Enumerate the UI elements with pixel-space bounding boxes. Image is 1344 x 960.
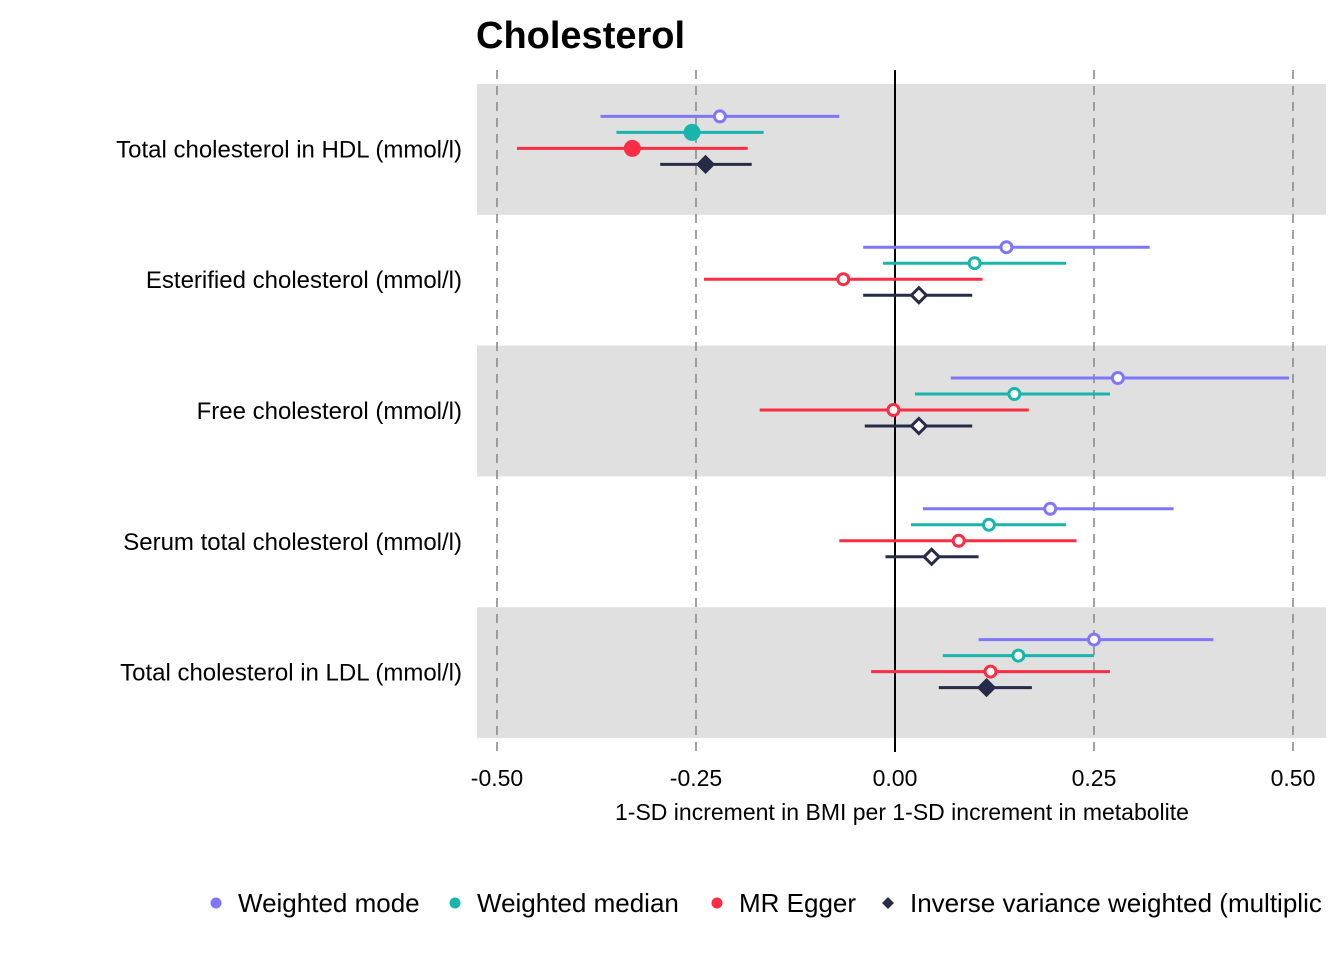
point-estimate-diamond <box>695 154 716 175</box>
point-estimate-circle <box>886 403 901 417</box>
point-estimate-circle <box>1007 387 1022 401</box>
category-label: Free cholesterol (mmol/l) <box>197 398 462 425</box>
point-estimate-circle <box>712 109 727 124</box>
point-estimate-circle <box>1011 648 1026 663</box>
x-tick-label: 0.00 <box>873 765 918 791</box>
legend-label: Weighted mode <box>238 888 420 918</box>
category-label: Esterified cholesterol (mmol/l) <box>146 267 462 294</box>
x-tick-label: 0.25 <box>1072 765 1117 791</box>
x-tick-label: 0.50 <box>1271 765 1316 791</box>
point-estimate-circle <box>981 517 996 532</box>
point-estimate-circle <box>951 533 966 548</box>
plot-marks <box>516 109 1290 698</box>
legend-label: Inverse variance weighted (multiplic <box>910 888 1322 918</box>
point-estimate-circle <box>836 272 851 287</box>
point-estimate-circle <box>683 123 701 141</box>
point-estimate-diamond <box>976 677 997 698</box>
legend: Weighted mode Weighted median MR Egger Inve… <box>210 888 1322 918</box>
legend-key-diamond <box>882 897 894 909</box>
x-axis-label: 1-SD increment in BMI per 1-SD increment… <box>615 799 1189 825</box>
legend-key-circle <box>711 897 723 909</box>
legend-key-circle <box>449 897 461 909</box>
point-estimate-diamond <box>909 285 929 305</box>
point-estimate-circle <box>1043 501 1058 516</box>
category-label: Serum total cholesterol (mmol/l) <box>123 529 462 556</box>
legend-label: Weighted median <box>477 888 679 918</box>
point-estimate-circle <box>1110 371 1125 385</box>
y-axis-labels: Total cholesterol in HDL (mmol/l) Esterif… <box>116 136 462 686</box>
point-estimate-diamond <box>921 547 942 567</box>
point-estimate-diamond <box>909 416 929 436</box>
x-tick-label: -0.25 <box>670 765 722 791</box>
category-label: Total cholesterol in HDL (mmol/l) <box>116 136 462 163</box>
point-estimate-circle <box>1087 632 1101 647</box>
x-tick-label: -0.50 <box>471 765 523 791</box>
legend-key-circle <box>210 897 222 909</box>
point-estimate-circle <box>983 664 998 679</box>
legend-label: MR Egger <box>739 888 856 918</box>
point-estimate-circle <box>999 240 1014 255</box>
x-axis-ticks: -0.50 -0.25 0.00 0.25 0.50 <box>471 765 1316 791</box>
category-label: Total cholesterol in LDL (mmol/l) <box>120 660 462 687</box>
point-estimate-circle <box>623 139 641 157</box>
point-estimate-circle <box>967 256 982 271</box>
chart-title: Cholesterol <box>476 15 685 57</box>
